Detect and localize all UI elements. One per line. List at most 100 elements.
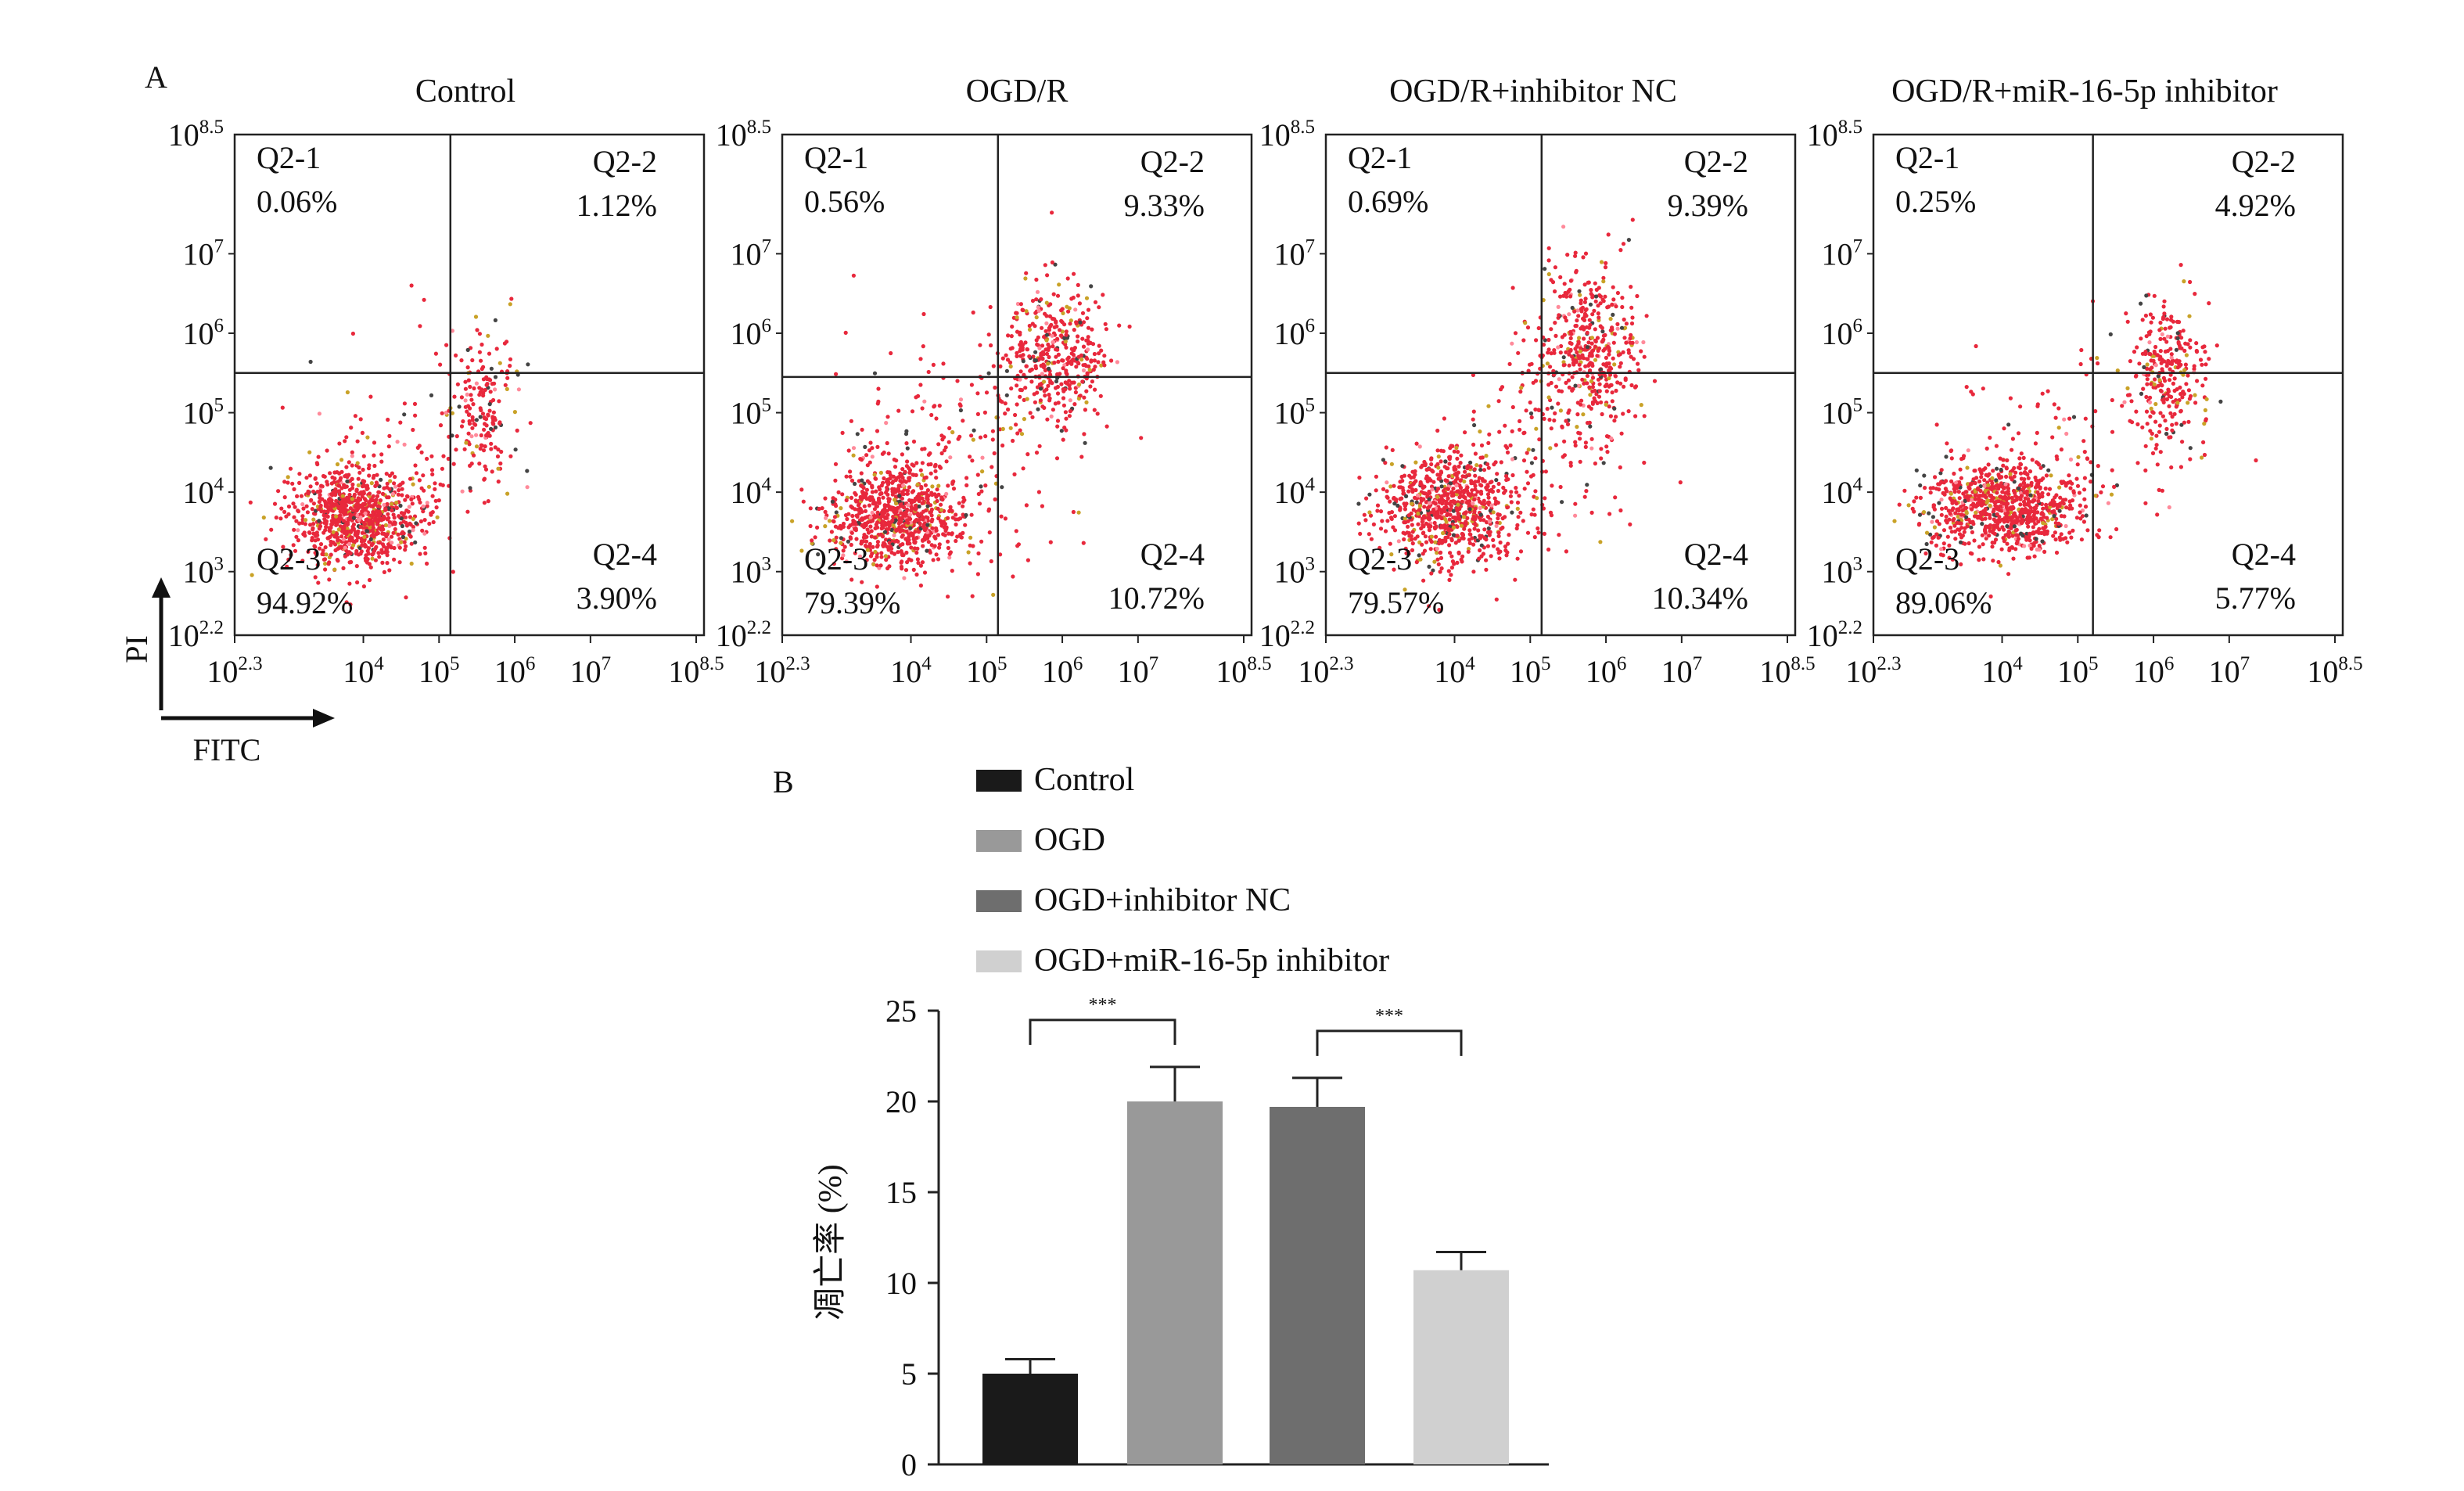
scatter-point bbox=[1371, 522, 1376, 527]
scatter-point bbox=[954, 522, 958, 527]
scatter-point bbox=[1392, 528, 1398, 533]
scatter-point bbox=[1429, 484, 1435, 489]
scatter-point bbox=[292, 487, 296, 492]
scatter-point bbox=[1449, 504, 1453, 508]
scatter-point bbox=[891, 479, 896, 483]
scatter-point bbox=[808, 523, 813, 529]
scatter-point bbox=[1998, 494, 2002, 499]
scatter-point bbox=[1068, 409, 1072, 414]
scatter-point bbox=[1571, 362, 1576, 367]
scatter-point bbox=[872, 558, 877, 562]
scatter-point bbox=[339, 534, 344, 539]
scatter-point bbox=[2078, 510, 2082, 515]
scatter-point bbox=[1579, 346, 1583, 350]
scatter-point bbox=[365, 529, 369, 534]
scatter-point bbox=[1510, 429, 1514, 434]
scatter-point bbox=[282, 480, 287, 484]
scatter-point bbox=[491, 410, 497, 415]
scatter-point bbox=[322, 520, 327, 525]
scatter-point bbox=[377, 555, 382, 559]
scatter-point bbox=[1562, 439, 1567, 444]
scatter-point bbox=[1579, 398, 1584, 403]
scatter-point bbox=[980, 455, 985, 460]
scatter-point bbox=[853, 526, 858, 531]
scatter-point bbox=[1064, 345, 1069, 350]
scatter-point bbox=[1023, 340, 1028, 345]
scatter-point bbox=[1056, 401, 1061, 405]
scatter-point bbox=[1519, 386, 1524, 390]
scatter-point bbox=[1023, 386, 1028, 390]
scatter-point bbox=[1525, 451, 1529, 455]
scatter-point bbox=[1549, 327, 1553, 332]
scatter-point bbox=[878, 470, 883, 475]
scatter-point bbox=[1595, 336, 1600, 340]
scatter-point bbox=[1496, 516, 1500, 521]
scatter-point bbox=[367, 491, 372, 496]
scatter-point bbox=[1576, 383, 1581, 388]
scatter-point bbox=[941, 361, 946, 366]
scatter-point bbox=[886, 526, 891, 531]
scatter-point bbox=[851, 453, 856, 458]
scatter-point bbox=[1611, 285, 1615, 289]
scatter-point bbox=[931, 362, 936, 367]
scatter-point bbox=[886, 451, 891, 456]
scatter-point bbox=[950, 569, 954, 573]
scatter-point bbox=[1369, 537, 1374, 541]
scatter-point bbox=[1081, 368, 1087, 373]
scatter-point bbox=[986, 371, 991, 375]
scatter-point bbox=[398, 420, 403, 425]
scatter-point bbox=[1991, 559, 1995, 563]
scatter-point bbox=[2004, 505, 2009, 510]
scatter-point bbox=[480, 342, 484, 347]
scatter-point bbox=[322, 557, 328, 562]
scatter-point bbox=[344, 435, 349, 440]
scatter-point bbox=[1012, 472, 1017, 477]
scatter-point bbox=[288, 466, 293, 471]
scatter-point bbox=[1586, 280, 1591, 285]
scatter-point bbox=[1109, 358, 1114, 363]
scatter-point bbox=[1102, 354, 1107, 358]
scatter-point bbox=[875, 520, 880, 525]
scatter-point bbox=[413, 540, 418, 545]
scatter-point bbox=[1529, 361, 1534, 366]
y-tick-label: 106 bbox=[183, 315, 224, 351]
scatter-point bbox=[975, 411, 980, 417]
scatter-point bbox=[1587, 318, 1592, 322]
scatter-point bbox=[360, 543, 365, 548]
scatter-point bbox=[910, 500, 914, 505]
scatter-point bbox=[1994, 496, 1999, 501]
scatter-point bbox=[2075, 462, 2080, 467]
scatter-point bbox=[1084, 338, 1089, 343]
scatter-point bbox=[908, 526, 913, 530]
scatter-point bbox=[1601, 299, 1606, 304]
scatter-point bbox=[1063, 387, 1068, 392]
scatter-point bbox=[483, 464, 487, 469]
scatter-point bbox=[478, 446, 483, 451]
scatter-point bbox=[958, 397, 964, 402]
scatter-point bbox=[969, 433, 974, 438]
scatter-point bbox=[295, 494, 300, 499]
scatter-point bbox=[1510, 457, 1515, 462]
scatter-point bbox=[1628, 340, 1632, 345]
scatter-point bbox=[957, 402, 962, 407]
scatter-point bbox=[381, 537, 386, 542]
scatter-point bbox=[386, 537, 391, 542]
scatter-point bbox=[429, 393, 434, 397]
scatter-point bbox=[337, 441, 342, 446]
scatter-point bbox=[2018, 514, 2023, 519]
scatter-point bbox=[1427, 467, 1431, 472]
scatter-point bbox=[897, 494, 902, 498]
scatter-point bbox=[1939, 498, 1944, 502]
scatter-point bbox=[344, 600, 349, 605]
scatter-point bbox=[1930, 519, 1934, 524]
scatter-point bbox=[1504, 477, 1509, 483]
scatter-point bbox=[1449, 554, 1454, 559]
scatter-point bbox=[404, 508, 409, 513]
scatter-point bbox=[890, 492, 895, 497]
scatter-point bbox=[2183, 362, 2188, 367]
flow-panel-title: Control bbox=[415, 74, 515, 110]
scatter-point bbox=[854, 513, 859, 518]
scatter-point bbox=[1485, 514, 1490, 519]
scatter-point bbox=[1580, 354, 1585, 359]
scatter-point bbox=[936, 506, 940, 511]
